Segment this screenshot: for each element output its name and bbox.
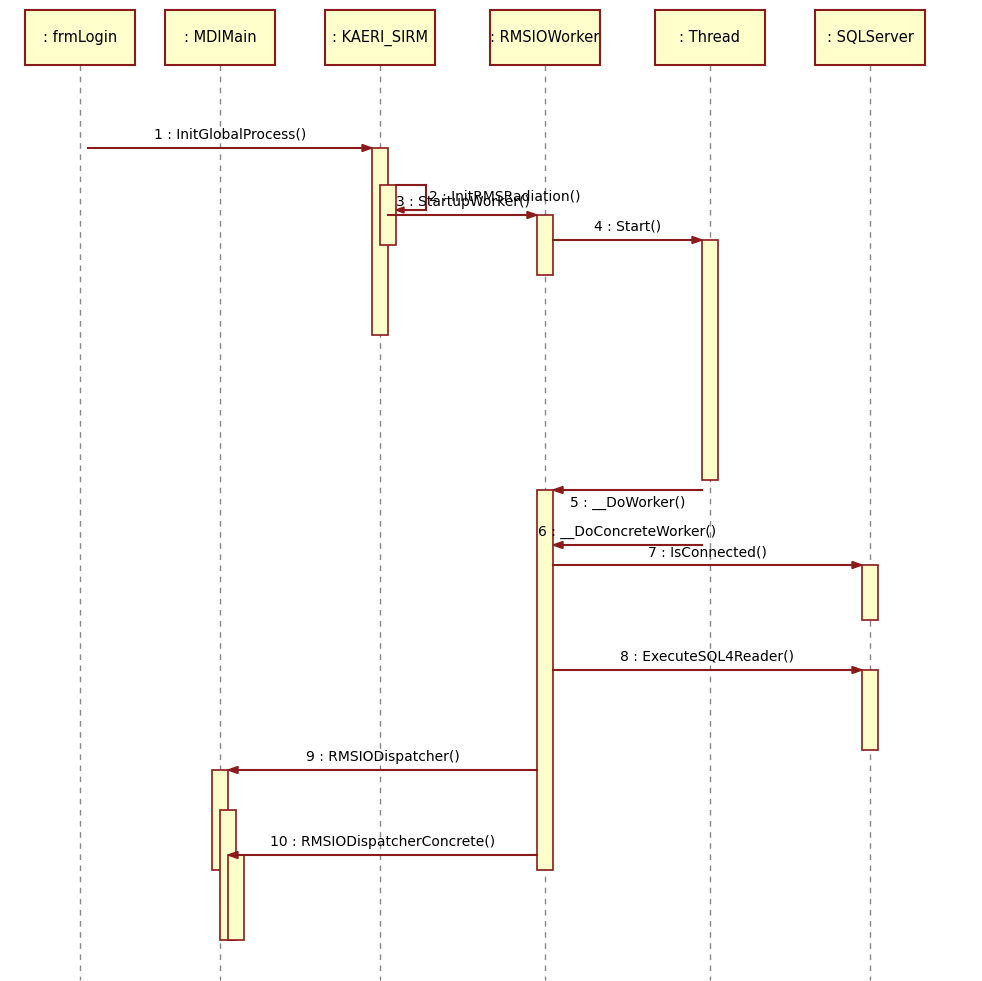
Bar (655, 10, 765, 65)
Bar (325, 10, 435, 65)
Bar (702, 240, 718, 480)
Polygon shape (228, 852, 238, 858)
Bar (815, 10, 925, 65)
Polygon shape (362, 144, 372, 151)
Polygon shape (692, 236, 702, 243)
Text: : frmLogin: : frmLogin (43, 30, 117, 45)
Bar (212, 770, 228, 870)
Bar (862, 565, 878, 620)
Bar (165, 10, 275, 65)
Polygon shape (553, 542, 563, 548)
Bar (220, 810, 236, 940)
Text: 8 : ExecuteSQL4Reader(): 8 : ExecuteSQL4Reader() (621, 650, 794, 664)
Text: : KAERI_SIRM: : KAERI_SIRM (332, 29, 428, 45)
Text: 7 : IsConnected(): 7 : IsConnected() (648, 545, 767, 559)
Polygon shape (527, 212, 537, 219)
Polygon shape (553, 487, 563, 493)
Bar (380, 185, 396, 245)
Text: : SQLServer: : SQLServer (827, 30, 913, 45)
Bar (490, 10, 600, 65)
Polygon shape (852, 666, 862, 674)
Polygon shape (396, 207, 404, 213)
Bar (537, 490, 553, 870)
Polygon shape (852, 561, 862, 569)
Text: 4 : Start(): 4 : Start() (594, 220, 661, 234)
Bar (25, 10, 135, 65)
Text: 1 : InitGlobalProcess(): 1 : InitGlobalProcess() (154, 128, 306, 142)
Text: 9 : RMSIODispatcher(): 9 : RMSIODispatcher() (305, 750, 460, 764)
Text: : RMSIOWorker: : RMSIOWorker (490, 30, 600, 45)
Text: : Thread: : Thread (680, 30, 740, 45)
Bar (862, 670, 878, 750)
Bar (537, 215, 553, 275)
Text: : MDIMain: : MDIMain (184, 30, 256, 45)
Text: 5 : __DoWorker(): 5 : __DoWorker() (570, 496, 685, 510)
Text: 6 : __DoConcreteWorker(): 6 : __DoConcreteWorker() (538, 525, 717, 539)
Bar (372, 148, 388, 335)
Polygon shape (228, 766, 238, 773)
Text: 3 : StartupWorker(): 3 : StartupWorker() (396, 195, 529, 209)
Text: 2 : InitRMSRadiation(): 2 : InitRMSRadiation() (429, 190, 580, 204)
Bar (228, 855, 244, 940)
Text: 10 : RMSIODispatcherConcrete(): 10 : RMSIODispatcherConcrete() (270, 835, 495, 849)
